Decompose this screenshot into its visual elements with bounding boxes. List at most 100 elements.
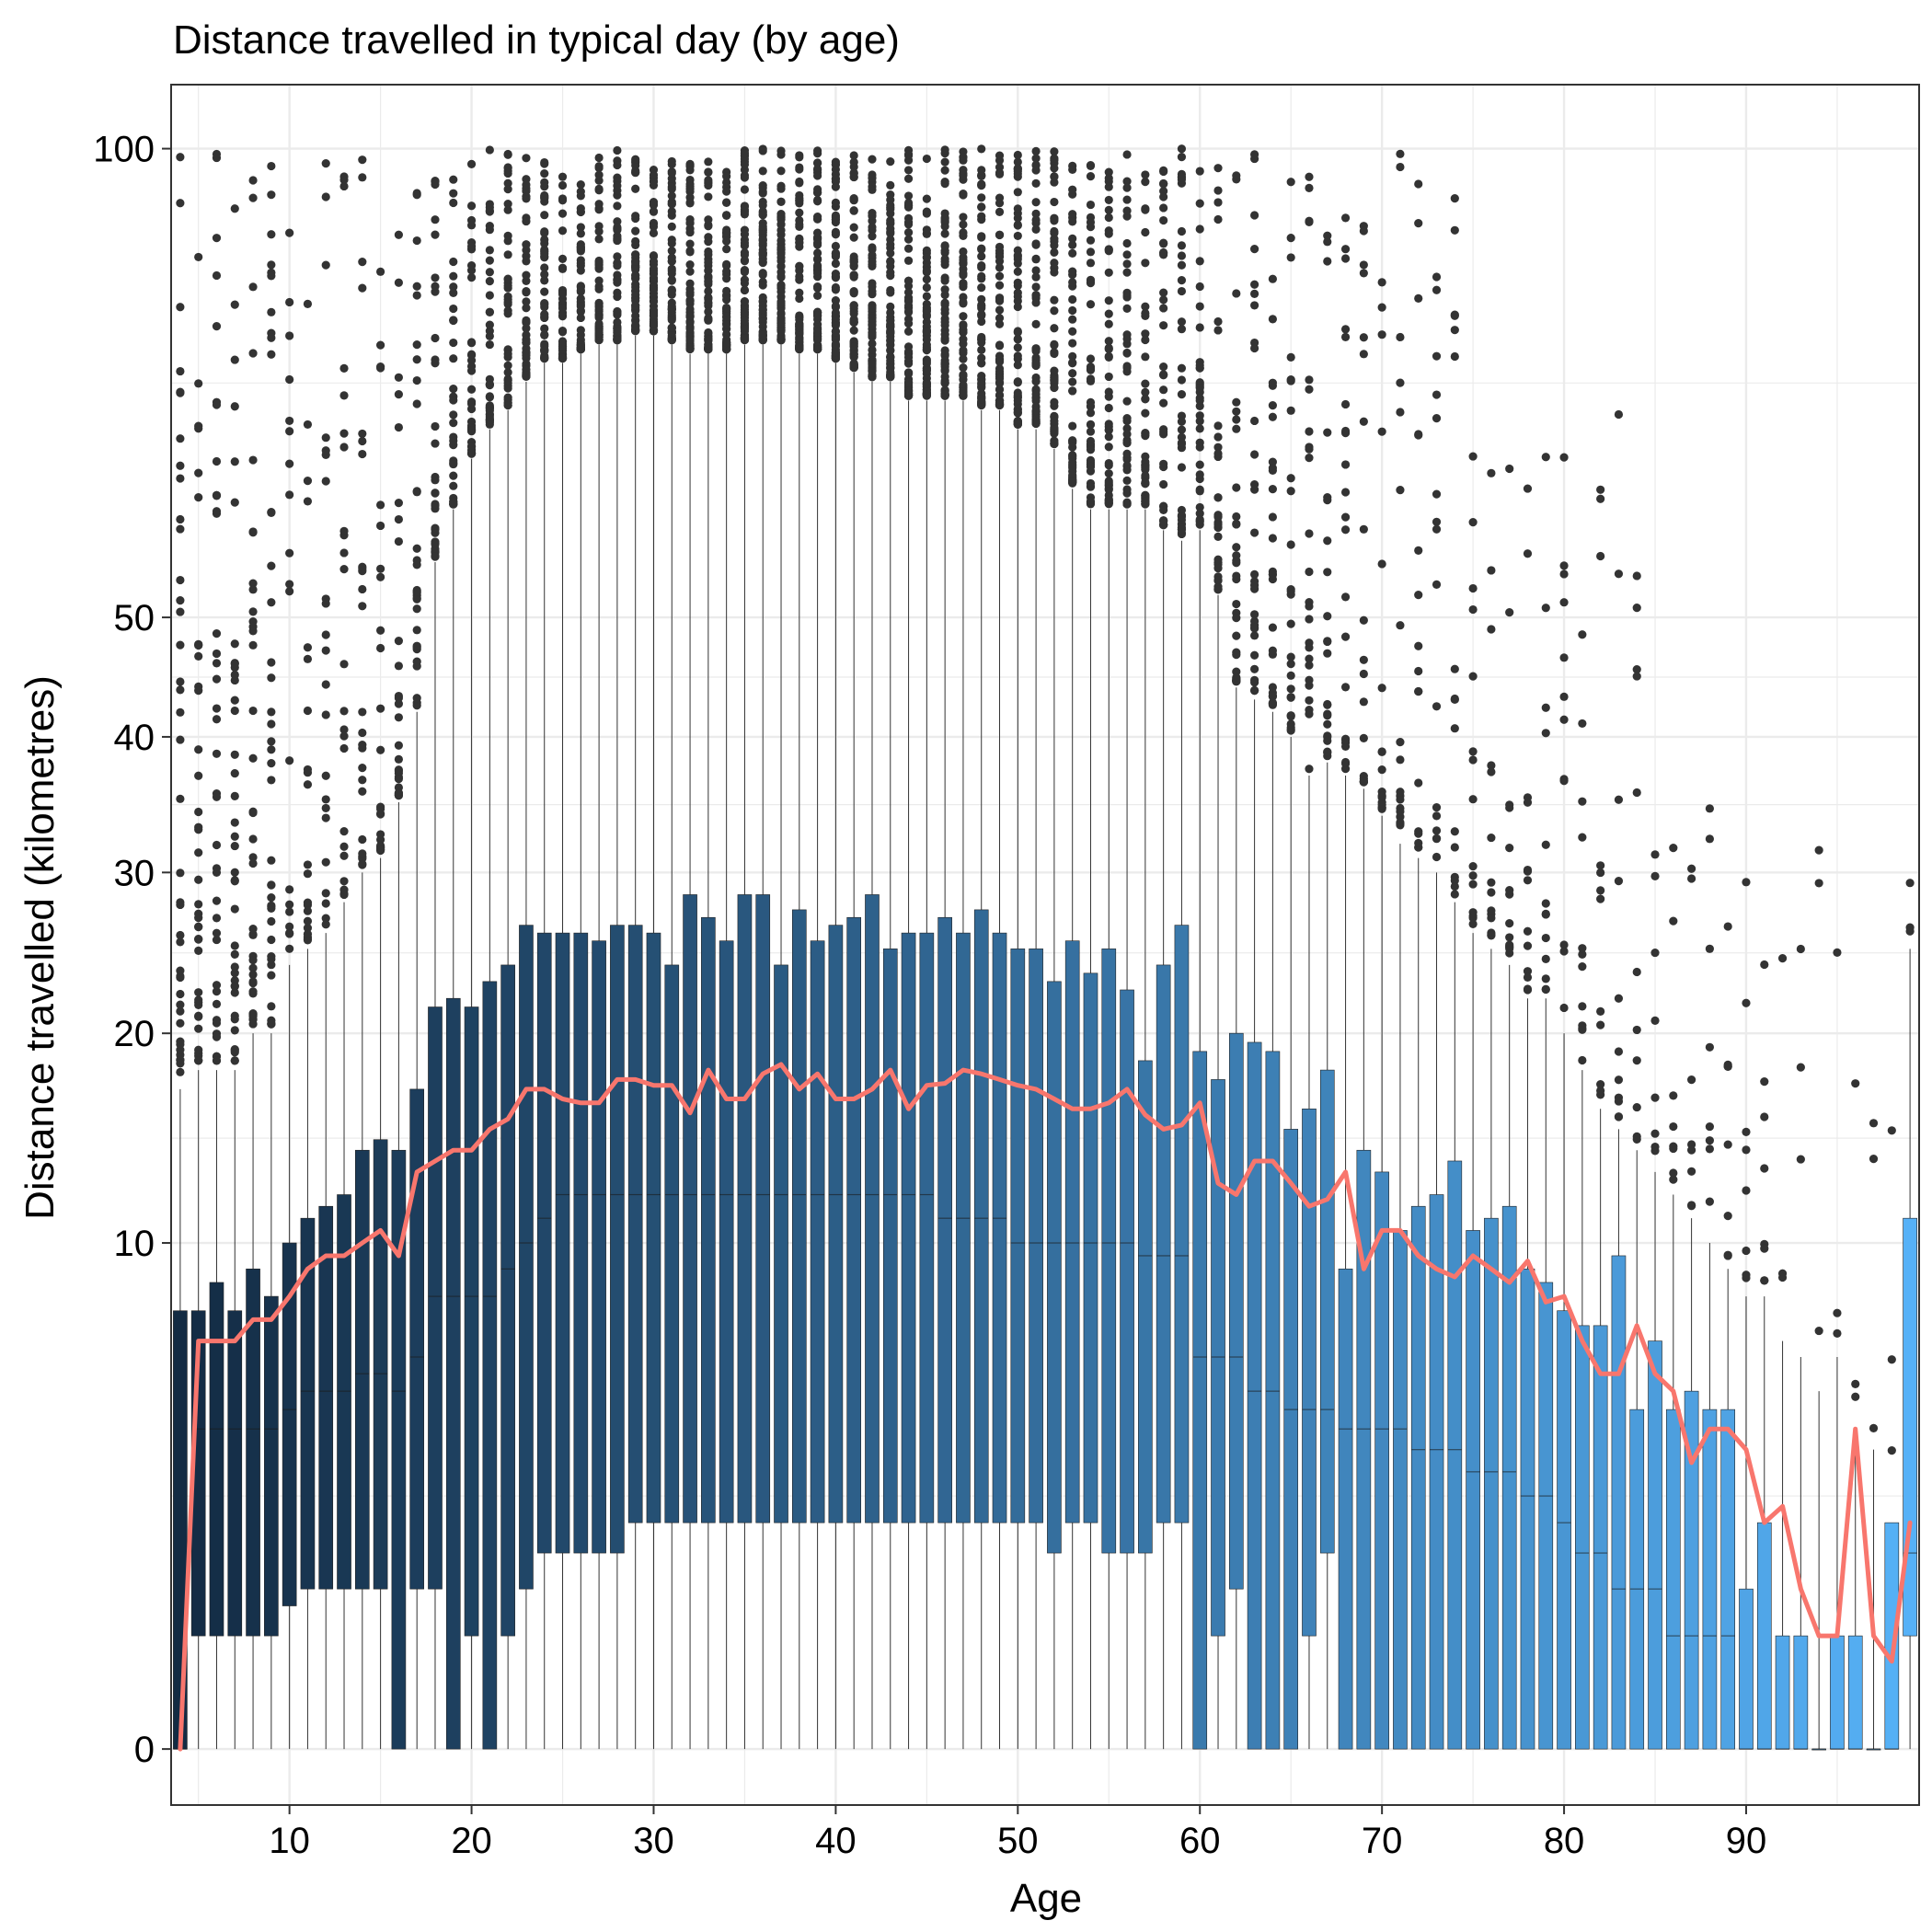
outlier-point [248, 858, 258, 868]
outlier-point [1122, 397, 1132, 406]
outlier-point [376, 830, 385, 839]
outlier-point [1632, 1025, 1641, 1035]
outlier-point [1122, 334, 1132, 343]
outlier-point [1232, 289, 1241, 298]
outlier-point [1250, 301, 1259, 310]
outlier-point [940, 166, 949, 175]
outlier-point [1122, 499, 1132, 509]
outlier-point [1414, 179, 1423, 189]
outlier-point [212, 864, 222, 873]
box-iqr [1120, 989, 1134, 1554]
outlier-point [795, 328, 804, 338]
outlier-point [1068, 358, 1077, 367]
outlier-point [1833, 948, 1842, 957]
outlier-point [1177, 317, 1187, 327]
outlier-point [1213, 316, 1223, 327]
outlier-point [1632, 664, 1641, 674]
outlier-point [321, 795, 330, 804]
outlier-point [1286, 652, 1295, 661]
outlier-points [176, 144, 1915, 1455]
outlier-point [1250, 581, 1259, 590]
outlier-point [1104, 372, 1113, 382]
outlier-point [339, 725, 349, 734]
outlier-point [740, 307, 750, 317]
outlier-point [285, 416, 294, 426]
box-age-41 [846, 372, 862, 1750]
outlier-point [1086, 236, 1096, 245]
outlier-point [1013, 251, 1022, 260]
outlier-point [1559, 453, 1569, 462]
outlier-point [959, 387, 968, 397]
outlier-point [1086, 217, 1096, 227]
outlier-point [1013, 302, 1022, 312]
outlier-point [813, 334, 822, 343]
outlier-point [466, 338, 477, 347]
box-iqr [1174, 925, 1190, 1524]
outlier-point [1013, 361, 1022, 370]
outlier-point [1323, 568, 1332, 577]
outlier-point [576, 302, 585, 311]
outlier-point [959, 153, 968, 162]
outlier-point [704, 215, 713, 224]
outlier-point [1286, 671, 1295, 680]
outlier-point [1031, 291, 1041, 300]
outlier-point [267, 758, 276, 768]
outlier-point [285, 427, 294, 436]
outlier-point [1213, 564, 1223, 573]
outlier-point [1614, 1075, 1624, 1085]
outlier-point [376, 643, 385, 653]
outlier-point [1468, 880, 1478, 889]
outlier-point [1213, 198, 1223, 207]
outlier-point [1632, 604, 1641, 613]
outlier-point [1122, 414, 1132, 423]
outlier-point [1213, 532, 1223, 541]
outlier-point [212, 234, 222, 243]
outlier-point [1632, 571, 1641, 581]
outlier-point [1650, 948, 1660, 958]
outlier-point [1213, 449, 1223, 458]
outlier-point [959, 321, 968, 330]
outlier-point [1596, 1086, 1605, 1096]
outlier-point [940, 285, 949, 294]
outlier-point [267, 561, 276, 570]
outlier-point [1687, 864, 1696, 873]
outlier-point [303, 924, 313, 933]
box-age-71 [1393, 844, 1408, 1750]
outlier-point [594, 205, 604, 214]
outlier-point [267, 508, 276, 517]
outlier-point [795, 271, 804, 282]
outlier-point [922, 379, 931, 389]
outlier-point [1086, 401, 1096, 410]
outlier-point [1340, 525, 1351, 535]
outlier-point [1122, 183, 1132, 192]
outlier-point [1232, 599, 1241, 609]
outlier-point [1232, 415, 1241, 424]
box-age-38 [791, 353, 807, 1750]
outlier-point [466, 242, 477, 251]
outlier-point [1177, 173, 1187, 182]
outlier-point [1687, 1201, 1696, 1210]
outlier-point [1159, 385, 1168, 395]
outlier-point [339, 707, 349, 716]
outlier-point [194, 379, 203, 388]
outlier-point [522, 371, 531, 380]
outlier-point [959, 335, 968, 344]
outlier-point [1468, 747, 1478, 756]
outlier-point [1777, 1272, 1788, 1282]
outlier-point [740, 324, 750, 333]
box-age-82 [1593, 1109, 1608, 1750]
outlier-point [1031, 266, 1041, 275]
outlier-point [1177, 325, 1187, 334]
outlier-point [1432, 351, 1442, 361]
outlier-point [1632, 967, 1641, 977]
outlier-point [339, 660, 349, 669]
outlier-point [522, 240, 531, 249]
outlier-point [339, 429, 349, 438]
outlier-point [194, 771, 203, 780]
outlier-point [922, 335, 931, 344]
outlier-point [1669, 1168, 1678, 1178]
outlier-point [1450, 664, 1459, 673]
outlier-point [1377, 747, 1386, 756]
outlier-point [485, 291, 494, 300]
outlier-point [813, 262, 822, 271]
